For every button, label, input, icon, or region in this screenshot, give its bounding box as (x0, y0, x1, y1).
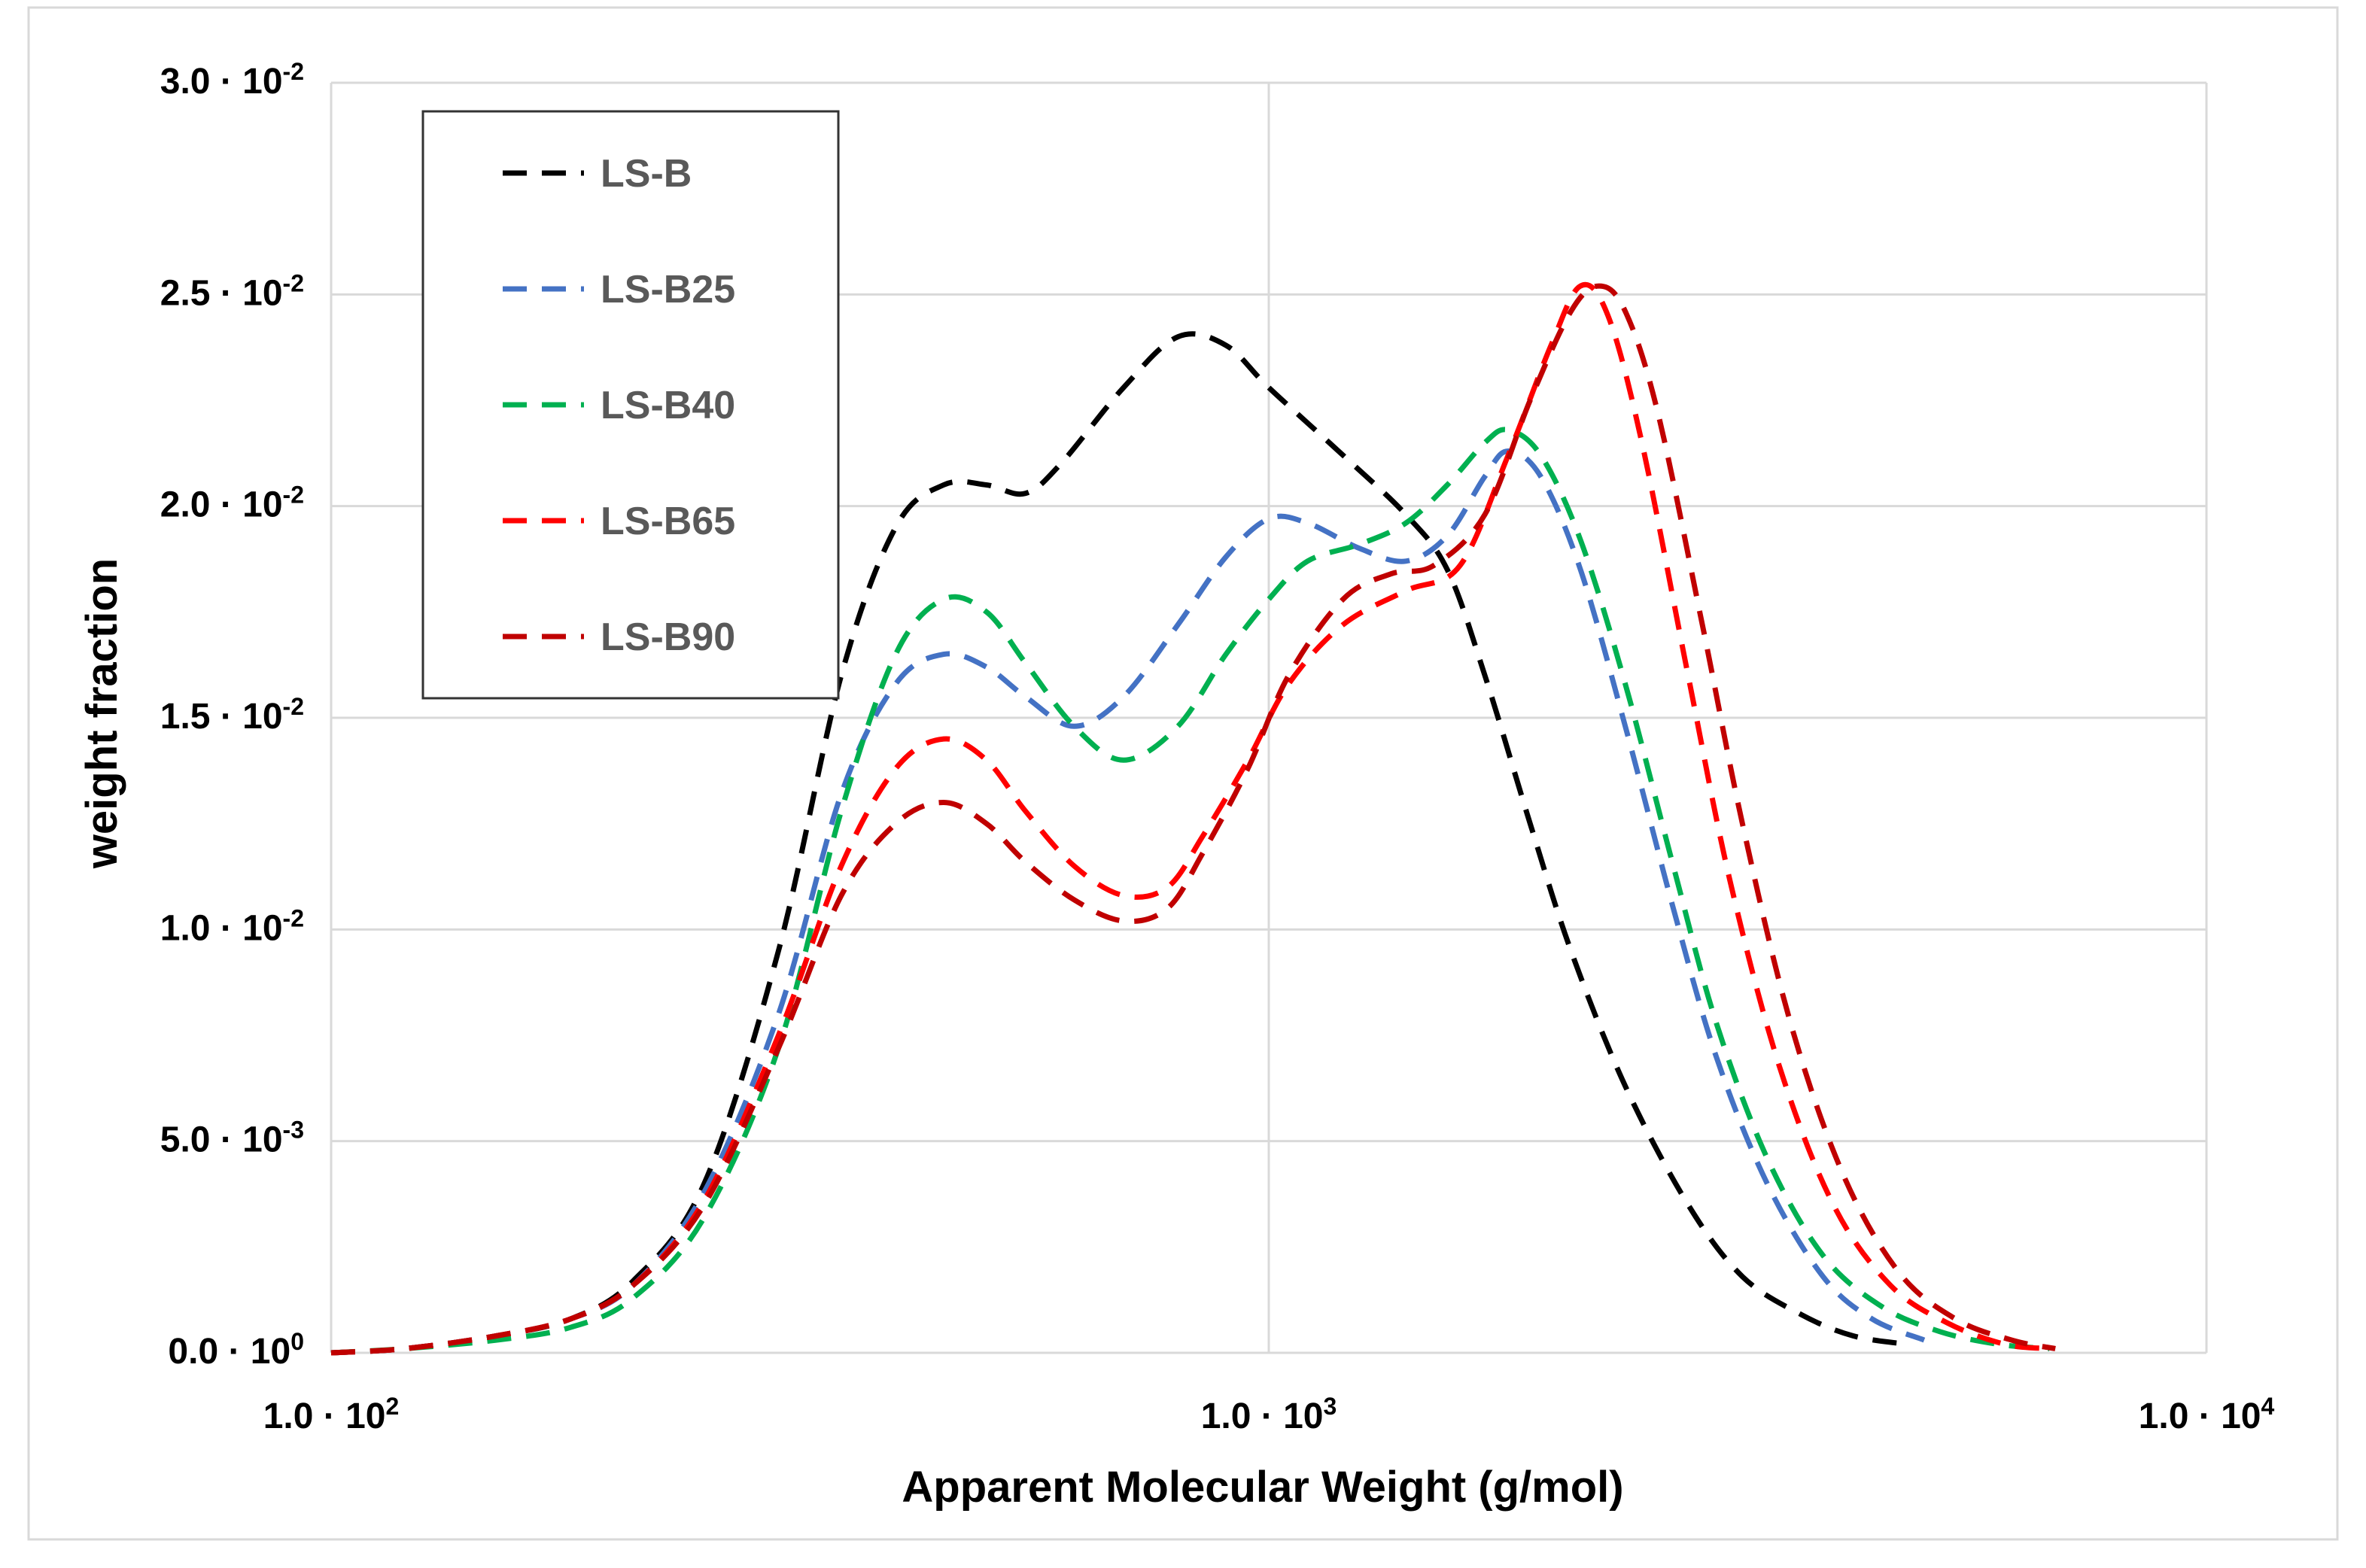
series-lines (330, 281, 2056, 1356)
y-tick-label: 5.0 · 10-3 (160, 1117, 304, 1160)
series-line-ls-b65 (330, 281, 2050, 1356)
y-tick-label: 0.0 · 100 (168, 1328, 304, 1372)
x-tick-labels: 1.0 · 102 1.0 · 103 1.0 · 104 (263, 1393, 2275, 1436)
series-line-ls-b (330, 331, 1908, 1356)
x-tick-label: 1.0 · 104 (2139, 1393, 2275, 1436)
legend-label: LS-B25 (601, 268, 735, 311)
y-tick-label: 2.5 · 10-2 (160, 269, 304, 313)
legend-label: LS-B (601, 152, 692, 196)
y-tick-label: 1.0 · 10-2 (160, 904, 304, 948)
x-tick-label: 1.0 · 103 (1201, 1393, 1337, 1436)
x-axis-label: Apparent Molecular Weight (g/mol) (902, 1463, 1623, 1512)
series-line-ls-b90 (330, 283, 2056, 1356)
series-line-ls-b25 (330, 448, 1926, 1356)
legend: LS-B LS-B25 LS-B40 LS-B65 LS-B90 (421, 110, 840, 700)
chart-frame (27, 6, 2339, 1541)
series-line-ls-b40 (330, 427, 2050, 1356)
y-tick-label: 3.0 · 10-2 (160, 58, 304, 102)
y-tick-label: 1.5 · 10-2 (160, 693, 304, 737)
y-tick-label: 2.0 · 10-2 (160, 482, 304, 525)
legend-box (421, 110, 840, 700)
legend-label: LS-B40 (601, 384, 735, 427)
y-tick-labels: 0.0 · 100 5.0 · 10-3 1.0 · 10-2 1.5 · 10-2 2… (160, 58, 304, 1372)
legend-label: LS-B65 (601, 500, 735, 543)
x-tick-label: 1.0 · 102 (263, 1393, 400, 1436)
y-axis-label: weight fraction (78, 558, 126, 869)
legend-label: LS-B90 (601, 615, 735, 659)
